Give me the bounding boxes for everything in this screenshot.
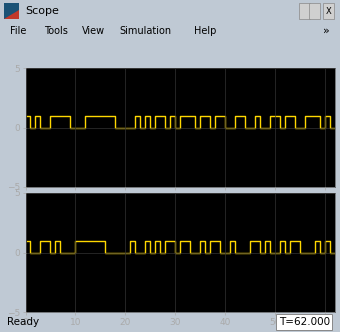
- Bar: [299, 3, 310, 19]
- Text: File: File: [10, 26, 27, 36]
- Polygon shape: [4, 10, 19, 19]
- Text: Scope: Scope: [26, 6, 60, 16]
- Text: Help: Help: [194, 26, 216, 36]
- Bar: [309, 3, 320, 19]
- Bar: [323, 3, 334, 19]
- Text: Tools: Tools: [44, 26, 68, 36]
- Text: »: »: [323, 26, 330, 36]
- Text: T=62.000: T=62.000: [279, 317, 330, 327]
- Text: Simulation: Simulation: [119, 26, 171, 36]
- Text: X: X: [326, 7, 331, 16]
- Text: View: View: [82, 26, 105, 36]
- Bar: [4, 3, 19, 19]
- Text: Ready: Ready: [7, 317, 39, 327]
